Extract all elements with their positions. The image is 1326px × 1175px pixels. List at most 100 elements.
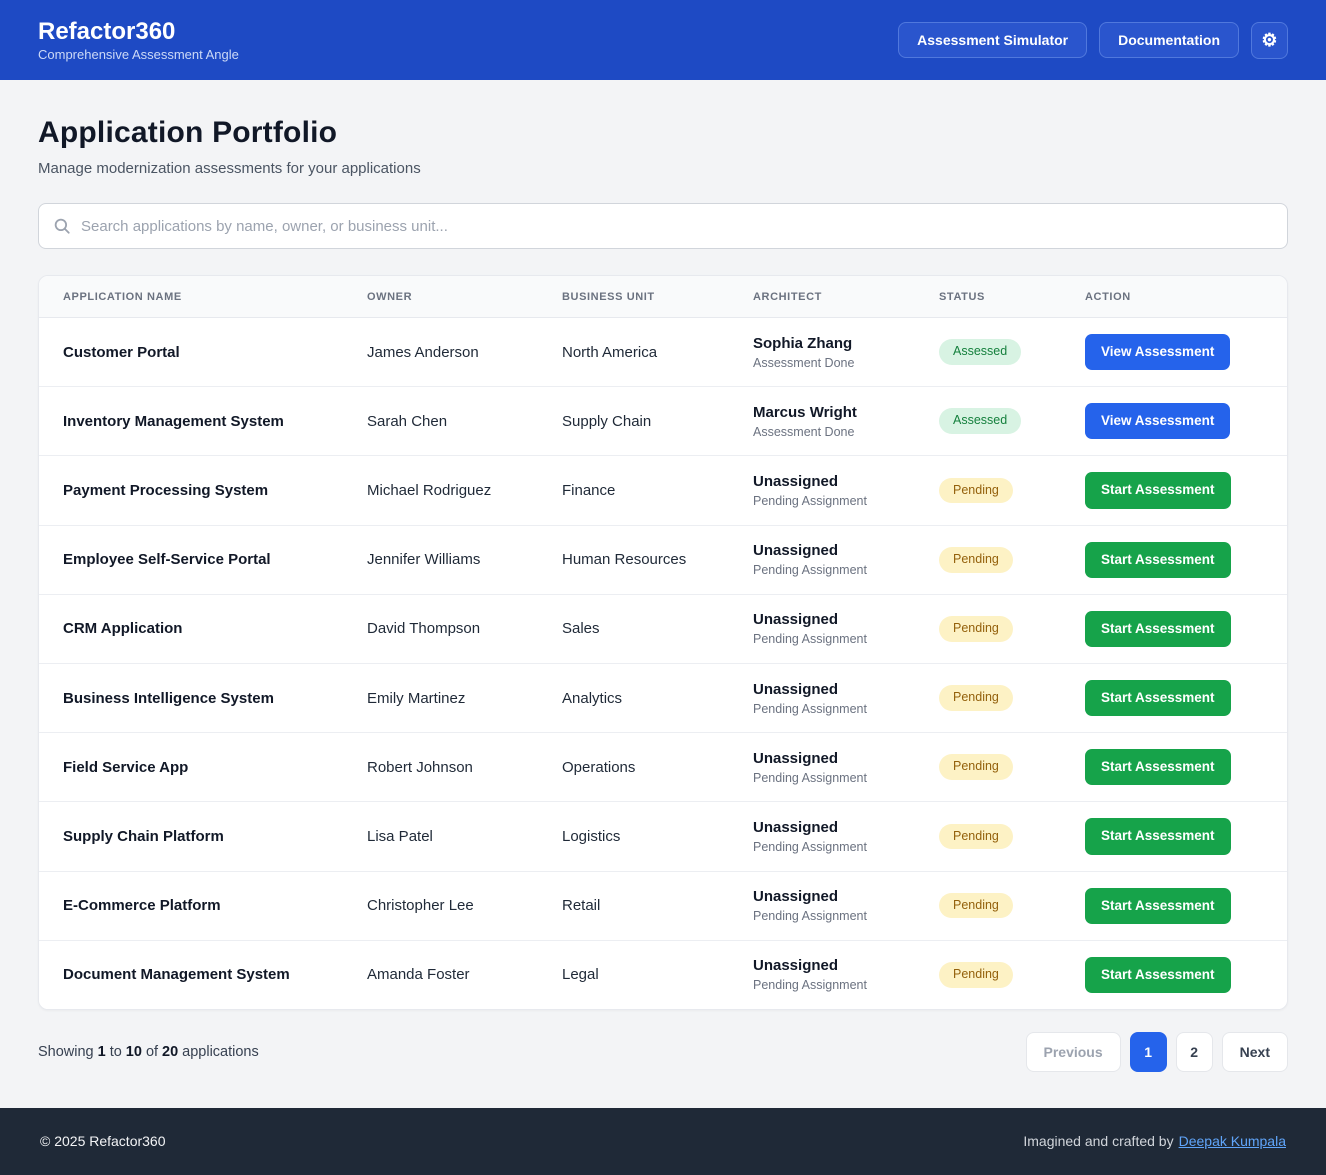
action-cell: Start Assessment [1061, 663, 1287, 732]
architect-cell: Unassigned Pending Assignment [729, 663, 915, 732]
view-assessment-button[interactable]: View Assessment [1085, 334, 1231, 371]
architect-cell: Unassigned Pending Assignment [729, 594, 915, 663]
owner-name: David Thompson [367, 620, 481, 638]
page-1-button[interactable]: 1 [1129, 1031, 1167, 1072]
column-header-action: Action [1085, 291, 1131, 303]
owner-cell: Robert Johnson [343, 733, 538, 802]
owner-cell: James Anderson [343, 318, 538, 387]
architect-status-note: Pending Assignment [753, 770, 867, 785]
architect-status-note: Pending Assignment [753, 701, 867, 716]
owner-cell: Lisa Patel [343, 802, 538, 871]
application-name: Inventory Management System [63, 412, 284, 430]
status-cell: Pending [915, 733, 1061, 802]
action-cell: View Assessment [1061, 387, 1287, 456]
table-row: Supply Chain Platform Lisa Patel Logistics… [39, 801, 1287, 871]
page-2-button[interactable]: 2 [1175, 1031, 1213, 1072]
action-cell: Start Assessment [1061, 871, 1287, 940]
application-name: E-Commerce Platform [63, 897, 221, 915]
settings-button[interactable]: ⚙ [1251, 21, 1288, 59]
status-cell: Pending [915, 525, 1061, 594]
business-unit-cell: Logistics [538, 802, 729, 871]
start-assessment-button[interactable]: Start Assessment [1085, 610, 1231, 647]
application-name-cell: Supply Chain Platform [39, 802, 343, 871]
status-badge: Assessed [939, 408, 1022, 435]
view-assessment-button[interactable]: View Assessment [1085, 403, 1231, 440]
page-title: Application Portfolio [38, 116, 338, 149]
action-cell: Start Assessment [1061, 525, 1287, 594]
status-cell: Assessed [915, 387, 1061, 456]
business-unit-cell: North America [538, 318, 729, 387]
architect-status-note: Pending Assignment [753, 909, 867, 924]
status-cell: Pending [915, 871, 1061, 940]
owner-cell: David Thompson [343, 594, 538, 663]
summary-total: 20 [162, 1043, 179, 1060]
application-name-cell: Employee Self-Service Portal [39, 525, 343, 594]
brand: Refactor360 Comprehensive Assessment Ang… [38, 18, 239, 63]
business-unit-cell: Human Resources [538, 525, 729, 594]
documentation-button[interactable]: Documentation [1099, 21, 1239, 59]
pagination-bar: Showing 1 to 10 of 20 applications Previ… [38, 1031, 1288, 1072]
architect-cell: Unassigned Pending Assignment [729, 802, 915, 871]
application-name: Employee Self-Service Portal [63, 551, 271, 569]
status-badge: Pending [939, 477, 1013, 504]
start-assessment-button[interactable]: Start Assessment [1085, 956, 1231, 993]
owner-name: Emily Martinez [367, 689, 466, 707]
business-unit-cell: Operations [538, 733, 729, 802]
status-cell: Pending [915, 802, 1061, 871]
start-assessment-button[interactable]: Start Assessment [1085, 887, 1231, 924]
results-summary: Showing 1 to 10 of 20 applications [38, 1044, 259, 1060]
architect-cell: Unassigned Pending Assignment [729, 733, 915, 802]
assessment-simulator-button[interactable]: Assessment Simulator [898, 21, 1088, 59]
application-name: CRM Application [63, 620, 183, 638]
table-row: Inventory Management System Sarah Chen Sup… [39, 386, 1287, 456]
owner-cell: Jennifer Williams [343, 525, 538, 594]
owner-cell: Sarah Chen [343, 387, 538, 456]
business-unit: Finance [562, 481, 616, 499]
table-row: CRM Application David Thompson Sales Unassi… [39, 594, 1287, 664]
application-name-cell: CRM Application [39, 594, 343, 663]
start-assessment-button[interactable]: Start Assessment [1085, 749, 1231, 786]
architect-name: Unassigned [753, 472, 839, 490]
business-unit-cell: Retail [538, 871, 729, 940]
architect-status-note: Pending Assignment [753, 563, 867, 578]
architect-name: Unassigned [753, 888, 839, 906]
credit-prefix: Imagined and crafted by [1023, 1133, 1174, 1150]
app-header: Refactor360 Comprehensive Assessment Ang… [0, 0, 1326, 80]
previous-page-button[interactable]: Previous [1025, 1031, 1121, 1072]
summary-from: 1 [97, 1043, 106, 1060]
next-page-button[interactable]: Next [1221, 1031, 1288, 1072]
table-row: Payment Processing System Michael Rodrigu… [39, 455, 1287, 526]
action-cell: Start Assessment [1061, 940, 1287, 1009]
start-assessment-button[interactable]: Start Assessment [1085, 679, 1231, 717]
business-unit-cell: Supply Chain [538, 387, 729, 456]
start-assessment-button[interactable]: Start Assessment [1085, 818, 1231, 855]
business-unit: North America [562, 343, 658, 361]
credit-link[interactable]: Deepak Kumpala [1178, 1133, 1286, 1150]
application-name: Supply Chain Platform [63, 827, 224, 845]
applications-table-card: Application Name Owner Business Unit Arc… [38, 275, 1288, 1010]
action-cell: Start Assessment [1061, 456, 1287, 525]
table-header-row: Application Name Owner Business Unit Arc… [39, 276, 1287, 318]
start-assessment-button[interactable]: Start Assessment [1085, 541, 1231, 578]
credit-text: Imagined and crafted by Deepak Kumpala [1023, 1133, 1286, 1149]
business-unit-cell: Legal [538, 940, 729, 1009]
start-assessment-button[interactable]: Start Assessment [1085, 472, 1231, 509]
status-badge: Assessed [939, 339, 1022, 365]
search-box[interactable] [38, 203, 1288, 249]
summary-items-label: applications [182, 1043, 259, 1060]
table-body: Customer Portal James Anderson North Ameri… [39, 317, 1287, 1009]
application-name-cell: Business Intelligence System [39, 663, 343, 732]
business-unit: Analytics [562, 689, 623, 707]
architect-cell: Unassigned Pending Assignment [729, 871, 915, 940]
app-subtitle: Comprehensive Assessment Angle [38, 47, 239, 63]
business-unit: Legal [562, 966, 599, 984]
architect-cell: Unassigned Pending Assignment [729, 456, 915, 525]
search-input[interactable] [81, 204, 1273, 248]
status-cell: Pending [915, 940, 1061, 1009]
owner-name: Amanda Foster [367, 966, 470, 984]
business-unit: Supply Chain [562, 412, 652, 430]
architect-status-note: Pending Assignment [753, 493, 867, 508]
status-badge: Pending [939, 892, 1013, 919]
application-name: Customer Portal [63, 343, 180, 361]
architect-cell: Marcus Wright Assessment Done [729, 387, 915, 456]
